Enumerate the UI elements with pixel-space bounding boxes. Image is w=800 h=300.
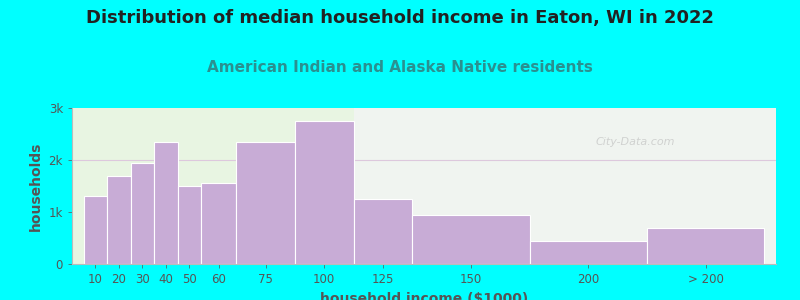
Text: American Indian and Alaska Native residents: American Indian and Alaska Native reside… [207, 60, 593, 75]
Bar [178, 186, 201, 264]
Bar [154, 142, 178, 264]
Bar [236, 142, 295, 264]
Bar [412, 214, 530, 264]
Bar [84, 196, 107, 264]
Text: Distribution of median household income in Eaton, WI in 2022: Distribution of median household income … [86, 9, 714, 27]
Text: City-Data.com: City-Data.com [595, 137, 675, 147]
Bar [130, 163, 154, 264]
Bar [354, 108, 776, 264]
Bar [354, 199, 412, 264]
Bar [201, 183, 236, 264]
Bar [647, 228, 764, 264]
Y-axis label: households: households [29, 141, 43, 231]
X-axis label: household income ($1000): household income ($1000) [320, 292, 528, 300]
Bar [530, 241, 647, 264]
Bar [295, 121, 354, 264]
Bar [107, 176, 130, 264]
